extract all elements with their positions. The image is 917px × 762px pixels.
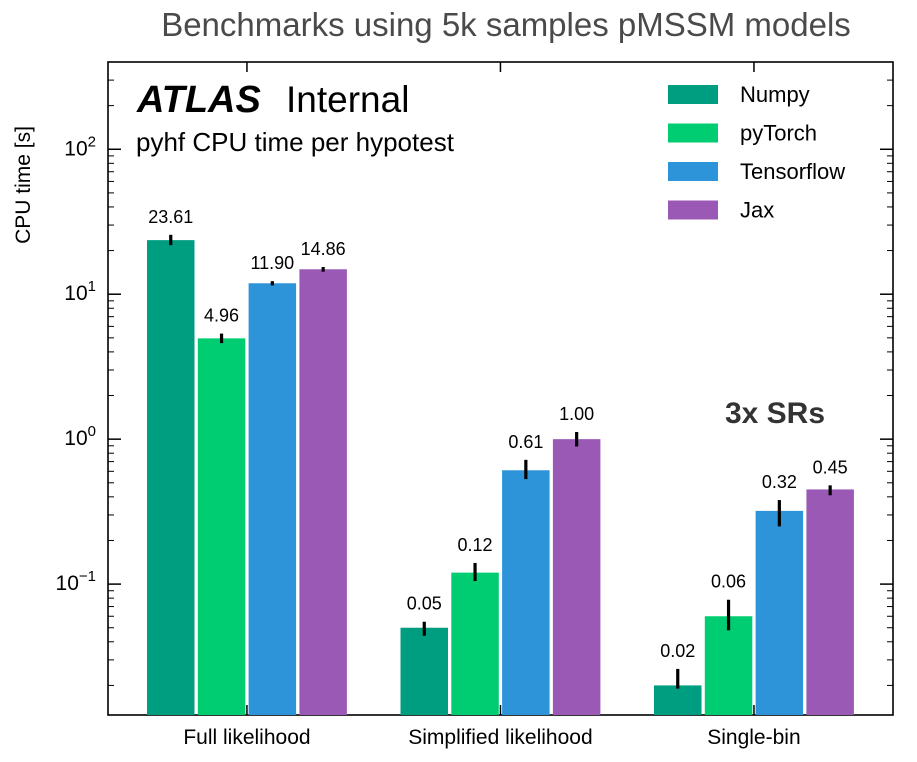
legend-label: Tensorflow [740,159,845,184]
category-labels: Full likelihood Simplified likelihood Sing… [183,62,801,749]
legend-swatch [668,200,718,220]
legend-label: Jax [740,198,774,223]
y-tick-label: 100 [64,423,96,450]
bar [299,269,347,715]
bar-value-label: 0.06 [711,572,746,592]
region-note: 3x SRs [725,397,825,430]
bar [248,283,297,715]
bar-value-label: 0.05 [407,594,442,614]
bar-value-label: 0.12 [458,535,493,555]
chart-title: Benchmarks using 5k samples pMSSM models [161,6,851,43]
minor-ticks [108,61,893,686]
bar [400,627,448,715]
bar-value-label: 0.61 [508,432,543,452]
bar-value-label: 1.00 [559,404,594,424]
bar [654,685,702,715]
bar-value-label: 14.86 [301,239,346,259]
x-tick-label: Simplified likelihood [408,726,592,749]
legend-label: Numpy [740,82,810,107]
bar [147,240,195,715]
y-axis-label: CPU time [s] [12,126,35,244]
y-tick-label: 101 [64,278,96,305]
legend: Numpy pyTorch Tensorflow Jax [668,82,845,223]
internal-label: Internal [286,79,409,120]
bar [197,338,246,715]
x-tick-label: Full likelihood [183,726,310,749]
bar-value-label: 0.45 [813,457,848,477]
bar-value-label: 11.90 [250,253,294,273]
bar-value-label: 23.61 [148,207,193,227]
y-tick-label: 102 [64,133,96,160]
bar-value-label: 0.02 [660,641,695,661]
bar [755,510,804,715]
y-tick-label: 10−1 [56,568,96,595]
bar-value-label: 4.96 [204,306,239,326]
atlas-label: ATLAS [136,79,261,121]
bar [704,616,753,715]
bar-value-label: 0.32 [762,472,797,492]
bar [502,470,550,715]
subtitle: pyhf CPU time per hypotest [136,127,455,157]
bars-group: 23.61 4.96 11.90 14.86 0.05 0.12 0.61 1.00 0.02 0… [147,207,854,715]
bar [451,572,499,715]
legend-swatch [668,85,718,104]
legend-label: pyTorch [740,121,817,146]
x-tick-label: Single-bin [707,726,800,749]
legend-swatch [668,162,718,181]
bar [552,439,601,715]
legend-swatch [668,123,718,143]
bar [806,489,854,715]
